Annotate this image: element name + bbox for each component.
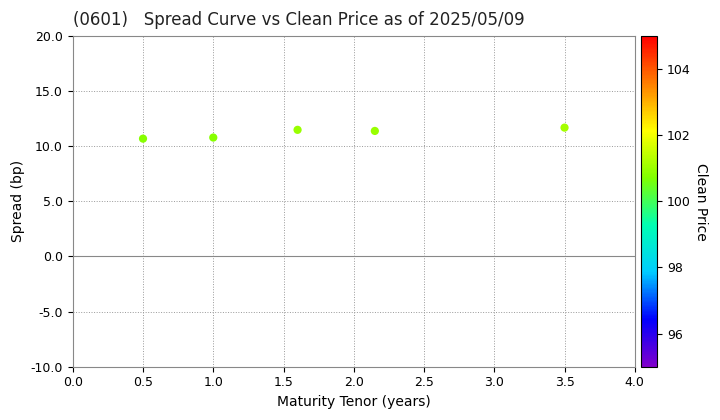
Text: (0601)   Spread Curve vs Clean Price as of 2025/05/09: (0601) Spread Curve vs Clean Price as of… [73, 11, 524, 29]
Point [559, 124, 570, 131]
Point [207, 134, 219, 141]
Point [369, 128, 381, 134]
X-axis label: Maturity Tenor (years): Maturity Tenor (years) [277, 395, 431, 409]
Point [138, 135, 149, 142]
Y-axis label: Clean Price: Clean Price [693, 163, 708, 240]
Y-axis label: Spread (bp): Spread (bp) [11, 160, 25, 242]
Point [292, 126, 303, 133]
